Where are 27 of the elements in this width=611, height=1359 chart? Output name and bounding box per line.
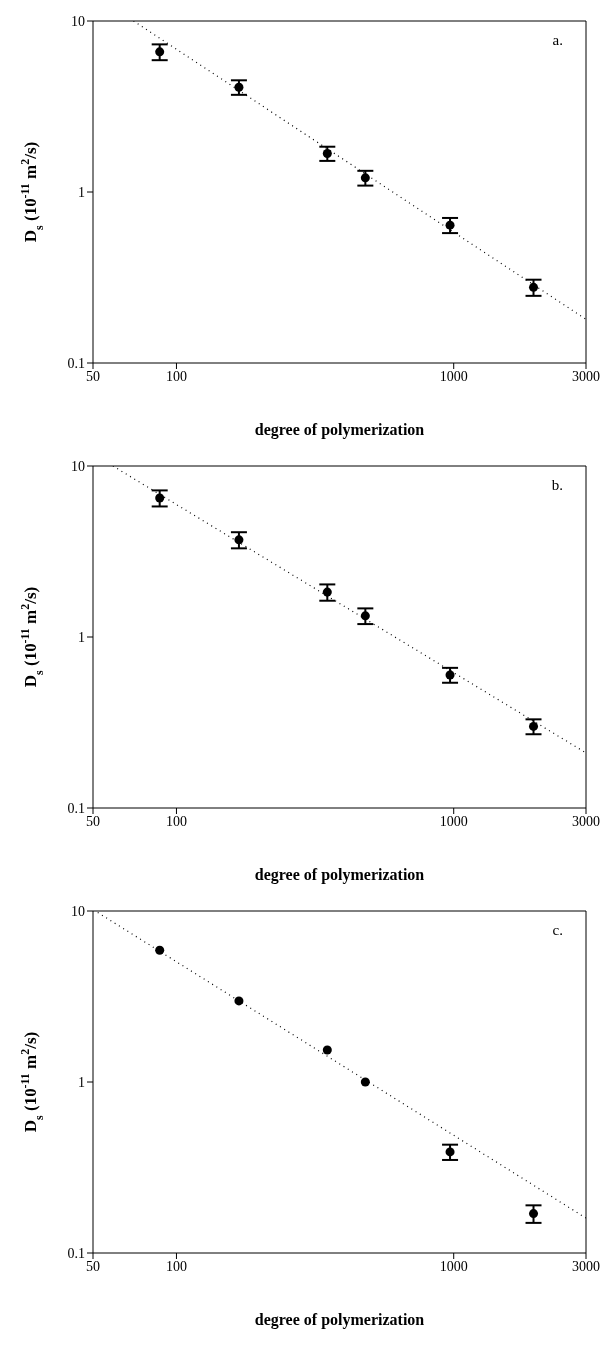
x-tick-label: 1000 <box>439 368 468 384</box>
x-tick-label: 3000 <box>572 1258 600 1274</box>
annotation: b. <box>551 477 563 494</box>
y-tick-label: 10 <box>71 13 85 29</box>
y-tick-label: 0.1 <box>67 1245 85 1261</box>
x-axis-title: degree of polymerization <box>254 1311 425 1329</box>
x-axis-title: degree of polymerization <box>254 421 425 439</box>
x-tick-label: 100 <box>165 1258 187 1274</box>
y-tick-label: 0.1 <box>67 800 85 816</box>
annotation: c. <box>552 922 563 939</box>
y-tick-label: 1 <box>78 629 85 645</box>
y-tick-label: 0.1 <box>67 355 85 371</box>
x-tick-label: 1000 <box>439 1258 468 1274</box>
x-tick-label: 3000 <box>572 813 600 829</box>
y-tick-label: 1 <box>78 184 85 200</box>
x-tick-label: 50 <box>86 368 100 384</box>
x-axis-title: degree of polymerization <box>254 866 425 884</box>
x-tick-label: 50 <box>86 1258 100 1274</box>
x-tick-label: 1000 <box>439 813 468 829</box>
x-tick-label: 3000 <box>572 368 600 384</box>
x-tick-label: 50 <box>86 813 100 829</box>
annotation: a. <box>552 32 563 49</box>
x-tick-label: 100 <box>165 368 187 384</box>
y-tick-label: 1 <box>78 1074 85 1090</box>
y-tick-label: 10 <box>71 458 85 474</box>
y-tick-label: 10 <box>71 903 85 919</box>
x-tick-label: 100 <box>165 813 187 829</box>
